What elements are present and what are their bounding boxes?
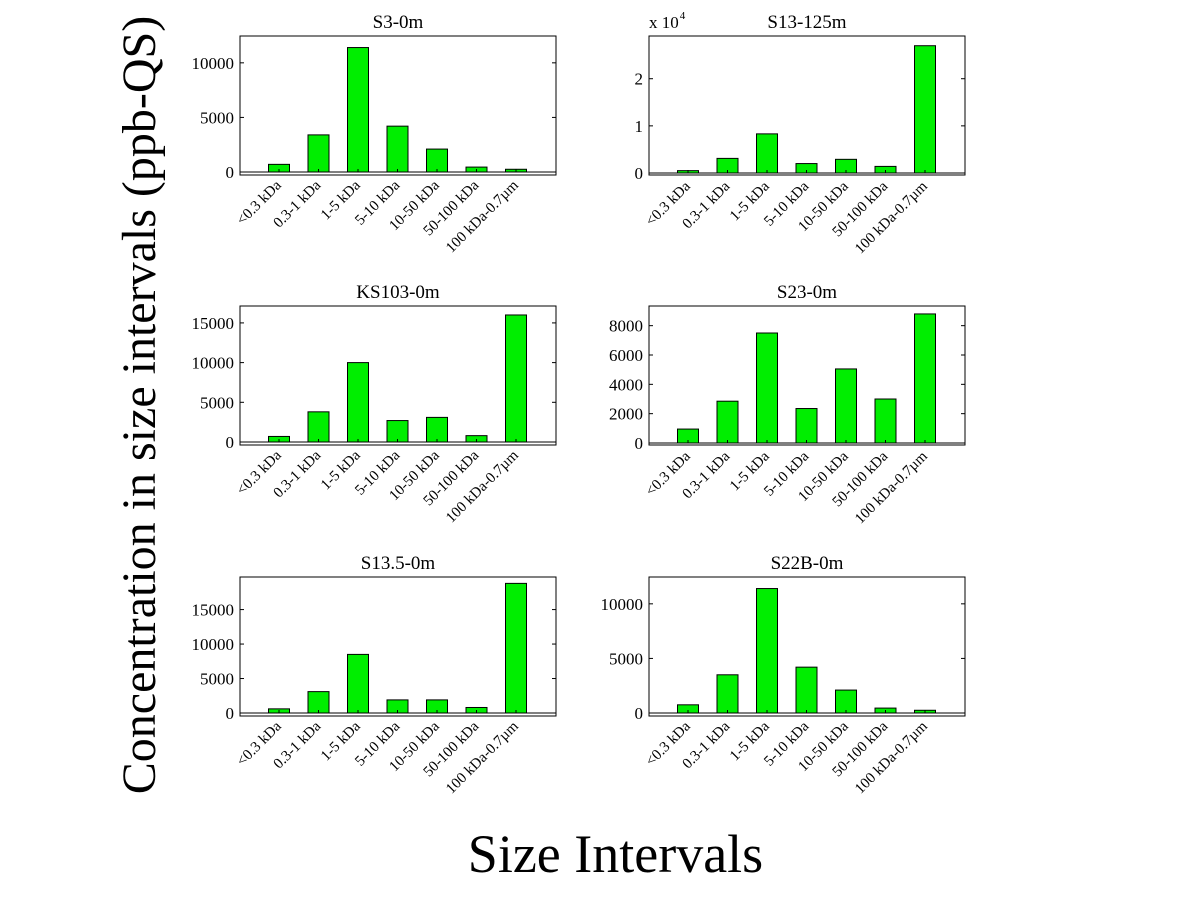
y-tick-label: 5000 <box>200 393 234 412</box>
bar <box>716 674 739 714</box>
bar <box>756 332 778 444</box>
y-tick-label: 15000 <box>192 314 235 333</box>
x-tick-label: 100 kDa-0.7µm <box>852 178 931 257</box>
panel-title: S3-0m <box>373 12 424 33</box>
x-tick-label: 100 kDa-0.7µm <box>443 177 522 256</box>
bar <box>835 368 857 444</box>
bar <box>347 47 369 173</box>
bar <box>795 408 818 444</box>
bar <box>505 314 527 443</box>
y-tick-label: 0 <box>635 164 644 183</box>
y-tick-label: 0 <box>635 434 644 453</box>
y-tick-label: 10000 <box>192 354 235 373</box>
bar <box>386 125 409 173</box>
y-tick-label: 1 <box>635 117 644 136</box>
bar <box>307 411 330 443</box>
y-tick-label: 2 <box>635 70 644 89</box>
y-tick-label: 10000 <box>192 54 235 73</box>
axes-frame <box>648 576 966 717</box>
bar <box>795 666 818 714</box>
panel-title: KS103-0m <box>356 282 440 303</box>
bar <box>347 362 369 443</box>
y-tick-label: 4000 <box>609 375 643 394</box>
panel-title: S13-125m <box>767 12 846 33</box>
y-tick-label: 0 <box>226 433 235 452</box>
y-tick-label: 6000 <box>609 346 643 365</box>
bar <box>505 582 527 714</box>
axes-frame <box>239 35 557 176</box>
y-tick-label: 15000 <box>192 601 235 620</box>
bar <box>756 588 778 714</box>
axes-frame <box>239 576 557 717</box>
y-tick-label: 0 <box>226 704 235 723</box>
y-tick-label: 5000 <box>609 649 643 668</box>
bar <box>914 45 936 174</box>
y-tick-label: 10000 <box>192 635 235 654</box>
y-tick-label: 5000 <box>200 670 234 689</box>
bar <box>716 400 739 444</box>
bar <box>307 134 330 173</box>
x-tick-label: 100 kDa-0.7µm <box>852 718 931 797</box>
axis-multiplier: x 10 <box>649 13 679 32</box>
bar <box>874 398 897 444</box>
y-tick-label: 0 <box>635 704 644 723</box>
bar <box>426 416 448 443</box>
axes-frame <box>648 35 966 176</box>
bar <box>307 691 330 714</box>
axes-frame <box>239 305 557 446</box>
y-axis-label: Concentration in size intervals (ppb-QS) <box>113 15 166 795</box>
x-tick-label: 100 kDa-0.7µm <box>443 718 522 797</box>
bar <box>426 148 448 173</box>
bar <box>756 133 778 174</box>
panel-title: S22B-0m <box>771 553 844 574</box>
x-axis-label: Size Intervals <box>467 824 764 884</box>
bar <box>835 689 857 714</box>
panel-title: S13.5-0m <box>361 553 436 574</box>
bar <box>347 653 369 714</box>
y-tick-label: 5000 <box>200 108 234 127</box>
y-tick-label: 10000 <box>601 595 644 614</box>
axes-frame <box>648 305 966 446</box>
y-tick-label: 0 <box>226 163 235 182</box>
panel-title: S23-0m <box>777 282 837 303</box>
bar <box>914 313 936 444</box>
y-tick-label: 8000 <box>609 317 643 336</box>
bar <box>386 420 409 443</box>
y-tick-label: 2000 <box>609 405 643 424</box>
x-tick-label: 100 kDa-0.7µm <box>852 448 931 527</box>
x-tick-label: 100 kDa-0.7µm <box>443 447 522 526</box>
axis-multiplier-exponent: 4 <box>680 10 686 22</box>
